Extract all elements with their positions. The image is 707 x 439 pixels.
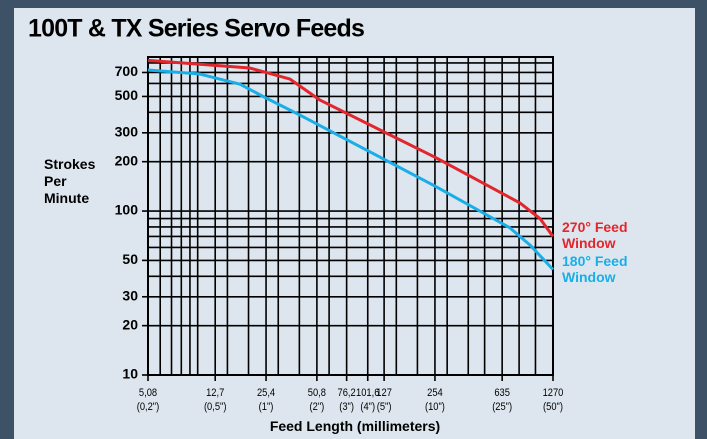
x-tick-sublabel: (10") — [425, 401, 445, 413]
x-tick-label: 5,08 — [139, 387, 157, 399]
x-tick-sublabel: (5") — [377, 401, 392, 413]
x-tick-label: 101,6 — [356, 387, 380, 399]
y-tick-label: 10 — [122, 366, 138, 382]
panel — [14, 8, 695, 439]
x-tick-label: 635 — [494, 387, 510, 399]
y-tick-label: 30 — [122, 287, 138, 303]
legend-label: 180° Feed Window — [562, 252, 628, 285]
x-tick-label: 12,7 — [206, 387, 224, 399]
x-tick-label: 127 — [376, 387, 392, 399]
x-tick-sublabel: (3") — [339, 401, 354, 413]
legend-label: 270° Feed Window — [562, 219, 628, 252]
x-tick-sublabel: (0,2") — [137, 401, 160, 413]
series-line — [147, 58, 555, 238]
x-tick-sublabel: (1") — [259, 401, 274, 413]
y-axis-label: Strokes Per Minute — [44, 156, 96, 206]
y-tick-label: 700 — [115, 63, 139, 79]
x-tick-label: 25,4 — [257, 387, 275, 399]
x-tick-sublabel: (50") — [543, 401, 563, 413]
x-tick-sublabel: (0,5") — [204, 401, 227, 413]
x-tick-sublabel: (25") — [492, 401, 512, 413]
x-tick-label: 76,2 — [338, 387, 356, 399]
x-tick-label: 50,8 — [308, 387, 326, 399]
chart-title: 100T & TX Series Servo Feeds — [28, 15, 364, 43]
y-tick-label: 500 — [115, 87, 139, 103]
plot-frame — [147, 56, 554, 376]
x-tick-label: 1270 — [543, 387, 564, 399]
x-axis-label: Feed Length (millimeters) — [269, 418, 441, 434]
series-line — [147, 68, 555, 271]
y-tick-label: 50 — [122, 251, 138, 267]
x-tick-sublabel: (4") — [360, 401, 375, 413]
y-tick-label: 200 — [115, 152, 139, 168]
y-tick-label: 100 — [115, 202, 139, 218]
x-tick-label: 254 — [427, 387, 443, 399]
y-tick-label: 300 — [115, 124, 139, 140]
y-tick-label: 20 — [122, 316, 138, 332]
x-tick-sublabel: (2") — [310, 401, 325, 413]
